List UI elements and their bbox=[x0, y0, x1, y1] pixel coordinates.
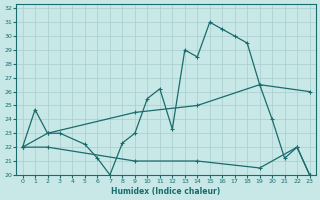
X-axis label: Humidex (Indice chaleur): Humidex (Indice chaleur) bbox=[111, 187, 221, 196]
